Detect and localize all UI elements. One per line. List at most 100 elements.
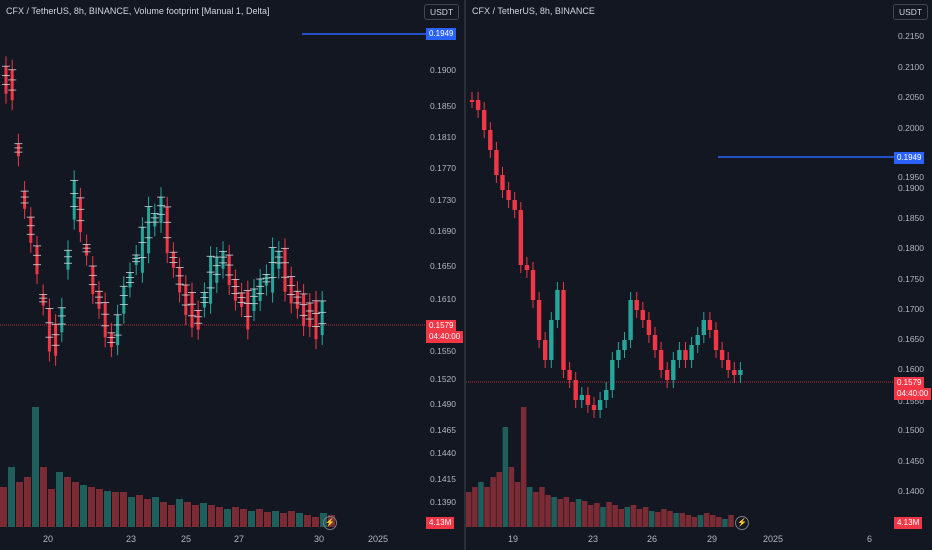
candle-body [240, 292, 244, 308]
volume-bar [527, 487, 533, 527]
chart-canvas-left[interactable] [0, 0, 464, 550]
volume-bar [545, 495, 551, 527]
volume-bar [152, 497, 159, 527]
candle-body [246, 290, 250, 330]
volume-bar [56, 472, 63, 527]
price-scale-label: 0.1465 [430, 425, 456, 435]
chart-pane-right[interactable]: CFX / TetherUS, 8h, BINANCE USDT 0.2150 … [466, 0, 932, 550]
volume-bar [594, 503, 600, 527]
volume-bar [508, 467, 515, 527]
candle-body [506, 190, 511, 200]
price-scale-label: 0.1690 [430, 226, 456, 236]
time-axis-label: 29 [707, 534, 718, 544]
candle-body [628, 300, 633, 340]
candle-body [10, 69, 14, 101]
volume-bar [520, 407, 527, 527]
price-scale-label: 0.2100 [898, 62, 924, 72]
volume-bar [478, 482, 484, 527]
volume-bar [514, 482, 521, 527]
time-axis-label: 20 [43, 534, 54, 544]
candle-body [640, 310, 645, 320]
currency-button[interactable]: USDT [893, 4, 929, 20]
candle-body [85, 244, 89, 256]
volume-bar [288, 511, 295, 527]
candle-body [561, 290, 566, 370]
candle-body [109, 332, 113, 348]
candle-body [701, 320, 706, 335]
price-scale-label: 0.1450 [898, 456, 924, 466]
price-scale-label: 0.1415 [430, 474, 456, 484]
current-price-tag: 0.1579 [894, 377, 925, 389]
candle-body [536, 300, 542, 340]
candle-body [209, 256, 213, 304]
volume-bar [312, 517, 319, 527]
price-scale-label: 0.1550 [430, 346, 456, 356]
volume-bar [296, 513, 303, 527]
countdown-tag: 04:40:00 [894, 388, 932, 400]
volume-bar [120, 492, 127, 527]
candle-body [512, 200, 517, 210]
price-scale-label: 0.1900 [430, 65, 456, 75]
volume-bar [496, 472, 502, 527]
volume-bar [272, 511, 279, 527]
candle-body [295, 291, 299, 309]
candle-body [159, 197, 163, 223]
volume-bar [502, 427, 509, 527]
volume-bar [533, 492, 539, 527]
candle-body [658, 350, 664, 370]
candle-body [683, 350, 688, 360]
candle-body [264, 274, 268, 286]
candle-body [23, 191, 27, 209]
volume-bar [248, 511, 255, 527]
volume-bar [563, 497, 570, 527]
candle-body [97, 291, 101, 309]
lightning-icon[interactable]: ⚡ [323, 516, 337, 530]
candle-body [91, 266, 95, 294]
candle-body [41, 294, 45, 306]
lightning-icon[interactable]: ⚡ [735, 516, 749, 530]
volume-bar [472, 487, 478, 527]
candle-body [591, 405, 597, 410]
candle-body [16, 143, 20, 157]
time-axis-label: 23 [588, 534, 599, 544]
chart-canvas-right[interactable] [466, 0, 932, 550]
candle-body [289, 276, 293, 304]
candle-body [196, 310, 200, 330]
price-scale-label: 0.1650 [898, 334, 924, 344]
candle-body [4, 66, 8, 94]
volume-bar [184, 502, 191, 527]
volume-bar [144, 499, 151, 527]
price-scale-label: 0.1400 [898, 486, 924, 496]
currency-button[interactable]: USDT [424, 4, 460, 20]
candle-body [233, 279, 237, 301]
volume-bar [224, 509, 231, 527]
volume-tag: 4.13M [894, 517, 923, 529]
candle-body [738, 370, 743, 375]
time-axis-label: 26 [647, 534, 658, 544]
volume-bar [0, 487, 7, 527]
volume-bar [710, 515, 716, 527]
volume-bar [16, 482, 23, 527]
volume-bar [606, 502, 612, 527]
volume-bar [484, 487, 490, 527]
chart-pane-left[interactable]: CFX / TetherUS, 8h, BINANCE, Volume foot… [0, 0, 464, 550]
price-scale-label: 0.1650 [430, 261, 456, 271]
volume-tag: 4.13M [426, 517, 455, 529]
volume-bar [264, 512, 271, 527]
volume-bar [624, 507, 631, 527]
candle-body [622, 340, 627, 350]
candle-body [320, 300, 324, 336]
candle-body [707, 320, 713, 330]
candle-body [72, 180, 76, 220]
volume-bar [8, 467, 15, 527]
volume-bar [667, 511, 673, 527]
time-axis-label: 19 [508, 534, 519, 544]
volume-bar [160, 502, 167, 527]
candle-body [689, 345, 694, 360]
volume-bar [40, 467, 47, 527]
pane-divider[interactable] [464, 0, 466, 550]
price-scale-label: 0.1390 [430, 497, 456, 507]
time-axis-label: 6 [867, 534, 873, 544]
volume-bar [655, 512, 661, 527]
volume-bar [280, 513, 287, 527]
